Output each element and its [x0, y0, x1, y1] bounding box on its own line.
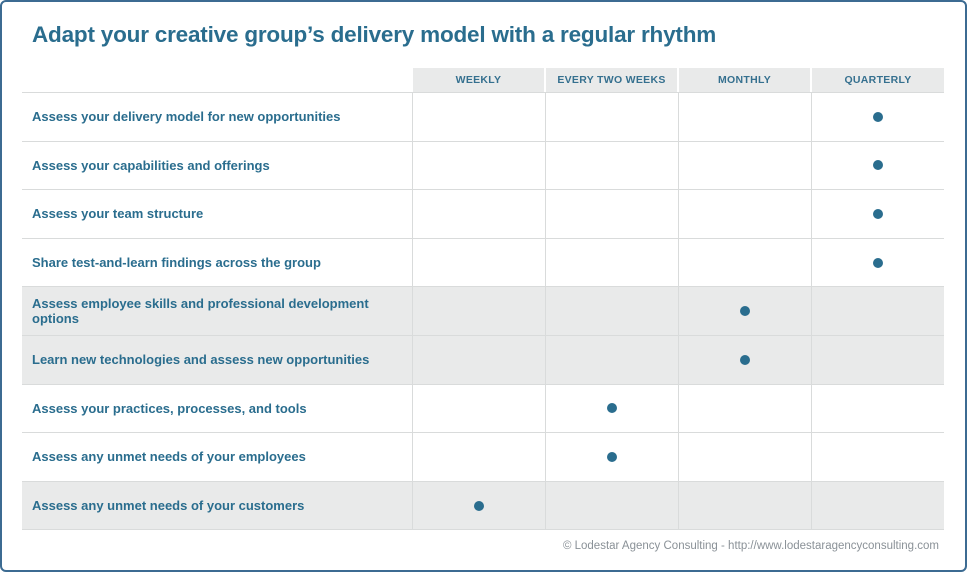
row-label: Learn new technologies and assess new op… [22, 335, 413, 384]
frequency-cell [546, 433, 679, 481]
table-row: Assess your practices, processes, and to… [22, 384, 944, 434]
row-label: Assess your practices, processes, and to… [22, 384, 413, 433]
page-title: Adapt your creative group’s delivery mod… [32, 22, 717, 47]
frequency-cell [812, 93, 944, 141]
frequency-cell [812, 336, 944, 384]
frequency-dot-icon [740, 306, 750, 317]
frequency-cell [812, 433, 944, 481]
frequency-cell [546, 141, 679, 190]
frequency-cell [679, 238, 812, 287]
frequency-cell [546, 481, 679, 530]
frequency-cell [413, 335, 546, 384]
frequency-cell [413, 384, 546, 433]
frequency-cell [812, 482, 944, 530]
table-row: Share test-and-learn findings across the… [22, 238, 944, 288]
frequency-dot-icon [474, 500, 484, 511]
row-label: Assess your delivery model for new oppor… [22, 93, 413, 141]
column-header: EVERY TWO WEEKS [546, 68, 679, 92]
row-label: Share test-and-learn findings across the… [22, 238, 413, 287]
frequency-cell [679, 141, 812, 190]
frequency-cell [413, 190, 546, 238]
table-row: Assess any unmet needs of your customers [22, 481, 944, 531]
frequency-cell [413, 287, 546, 335]
header-spacer-cell [22, 68, 413, 92]
table-row: Assess any unmet needs of your employees [22, 433, 944, 482]
frequency-cell [812, 142, 944, 190]
frequency-cell [679, 433, 812, 481]
frequency-cell [812, 385, 944, 433]
frequency-cell [413, 433, 546, 481]
frequency-cell [679, 384, 812, 433]
frequency-cell [546, 190, 679, 238]
frequency-cell [546, 93, 679, 141]
frequency-cell [679, 190, 812, 238]
column-header: QUARTERLY [812, 68, 944, 92]
table-header-row: WEEKLY EVERY TWO WEEKS MONTHLY QUARTERLY [22, 68, 944, 93]
row-label: Assess any unmet needs of your customers [22, 481, 413, 530]
frequency-cell [812, 190, 944, 238]
frequency-cell [812, 239, 944, 287]
table-row: Learn new technologies and assess new op… [22, 335, 944, 385]
table-row: Assess your capabilities and offerings [22, 141, 944, 191]
frequency-dot-icon [873, 208, 883, 219]
delivery-rhythm-table: WEEKLY EVERY TWO WEEKS MONTHLY QUARTERLY As… [22, 68, 944, 531]
frequency-cell [546, 287, 679, 335]
column-header: WEEKLY [413, 68, 546, 92]
frequency-cell [413, 93, 546, 141]
frequency-cell [413, 141, 546, 190]
table-row: Assess employee skills and professional … [22, 287, 944, 336]
row-label: Assess any unmet needs of your employees [22, 433, 413, 481]
frequency-cell [679, 287, 812, 335]
frequency-cell [812, 287, 944, 335]
frequency-dot-icon [873, 160, 883, 171]
frequency-cell [413, 238, 546, 287]
table-row: Assess your delivery model for new oppor… [22, 93, 944, 142]
column-header: MONTHLY [679, 68, 812, 92]
frequency-dot-icon [607, 451, 617, 462]
frequency-cell [546, 335, 679, 384]
table-row: Assess your team structure [22, 190, 944, 239]
row-label: Assess your capabilities and offerings [22, 141, 413, 190]
frequency-cell [413, 481, 546, 530]
frequency-dot-icon [740, 354, 750, 365]
frequency-dot-icon [873, 111, 883, 122]
frequency-cell [546, 384, 679, 433]
row-label: Assess your team structure [22, 190, 413, 238]
frequency-cell [679, 335, 812, 384]
frequency-dot-icon [607, 403, 617, 414]
row-label: Assess employee skills and professional … [22, 287, 413, 335]
frequency-cell [546, 238, 679, 287]
frequency-cell [679, 481, 812, 530]
frequency-dot-icon [873, 257, 883, 268]
frequency-cell [679, 93, 812, 141]
footer-credit: © Lodestar Agency Consulting - http://ww… [562, 540, 939, 552]
